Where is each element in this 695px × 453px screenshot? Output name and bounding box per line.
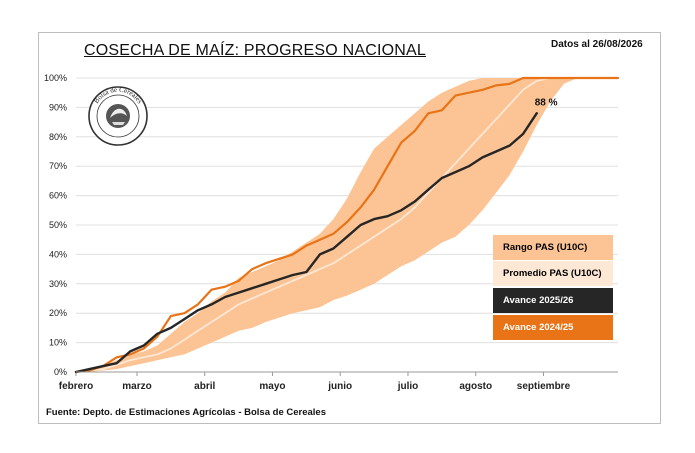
legend-label-range: Rango PAS (U10C) <box>503 242 588 253</box>
y-tick-label: 60% <box>49 191 67 201</box>
legend-label-current: Avance 2025/26 <box>503 295 574 306</box>
current-season-line <box>74 112 538 374</box>
y-tick-label: 80% <box>49 132 67 142</box>
legend-item-range: Rango PAS (U10C) <box>493 235 613 260</box>
x-tick-label: septiembre <box>517 381 571 392</box>
legend-item-average: Promedio PAS (U10C) <box>493 261 613 286</box>
x-tick-label: junio <box>327 381 352 392</box>
legend-label-previous: Avance 2024/25 <box>503 322 574 333</box>
y-axis-ticks: 0% 10% 20% 30% 40% 50% 60% 70% 80% 90% 100% <box>44 73 67 377</box>
logo-inner-ring-icon <box>96 94 140 138</box>
x-tick-label: marzo <box>122 381 151 392</box>
previous-season-line <box>74 76 620 374</box>
logo-base-icon <box>112 122 125 125</box>
bolsa-de-cereales-logo: Bolsa de Cereales <box>88 86 148 146</box>
x-tick-label: agosto <box>459 381 492 392</box>
x-axis-ticks: febrero marzo abril mayo junio julio agosto sep… <box>59 372 571 392</box>
y-tick-label: 90% <box>49 102 67 112</box>
y-tick-label: 50% <box>49 220 67 230</box>
source-note: Fuente: Depto. de Estimaciones Agrícolas… <box>46 407 326 418</box>
x-tick-label: julio <box>397 381 419 392</box>
y-tick-label: 10% <box>49 338 67 348</box>
y-tick-label: 0% <box>54 367 67 377</box>
legend-label-average: Promedio PAS (U10C) <box>503 268 602 279</box>
y-tick-label: 40% <box>49 249 67 259</box>
chart-marks: 88 % <box>74 76 620 374</box>
x-tick-label: mayo <box>259 381 285 392</box>
legend-item-current: Avance 2025/26 <box>493 288 613 313</box>
logo-wheat-icon <box>110 108 127 118</box>
range-band <box>76 78 618 372</box>
chart-title: COSECHA DE MAÍZ: PROGRESO NACIONAL <box>84 42 426 59</box>
y-tick-label: 30% <box>49 279 67 289</box>
average-line <box>75 77 619 373</box>
y-tick-label: 70% <box>49 161 67 171</box>
legend-item-previous: Avance 2024/25 <box>493 315 613 340</box>
x-tick-label: febrero <box>59 381 93 392</box>
x-tick-label: abril <box>194 381 215 392</box>
y-tick-label: 100% <box>44 73 67 83</box>
current-season-end-label: 88 % <box>535 97 558 108</box>
y-tick-label: 20% <box>49 308 67 318</box>
date-note: Datos al 26/08/2026 <box>551 39 643 50</box>
